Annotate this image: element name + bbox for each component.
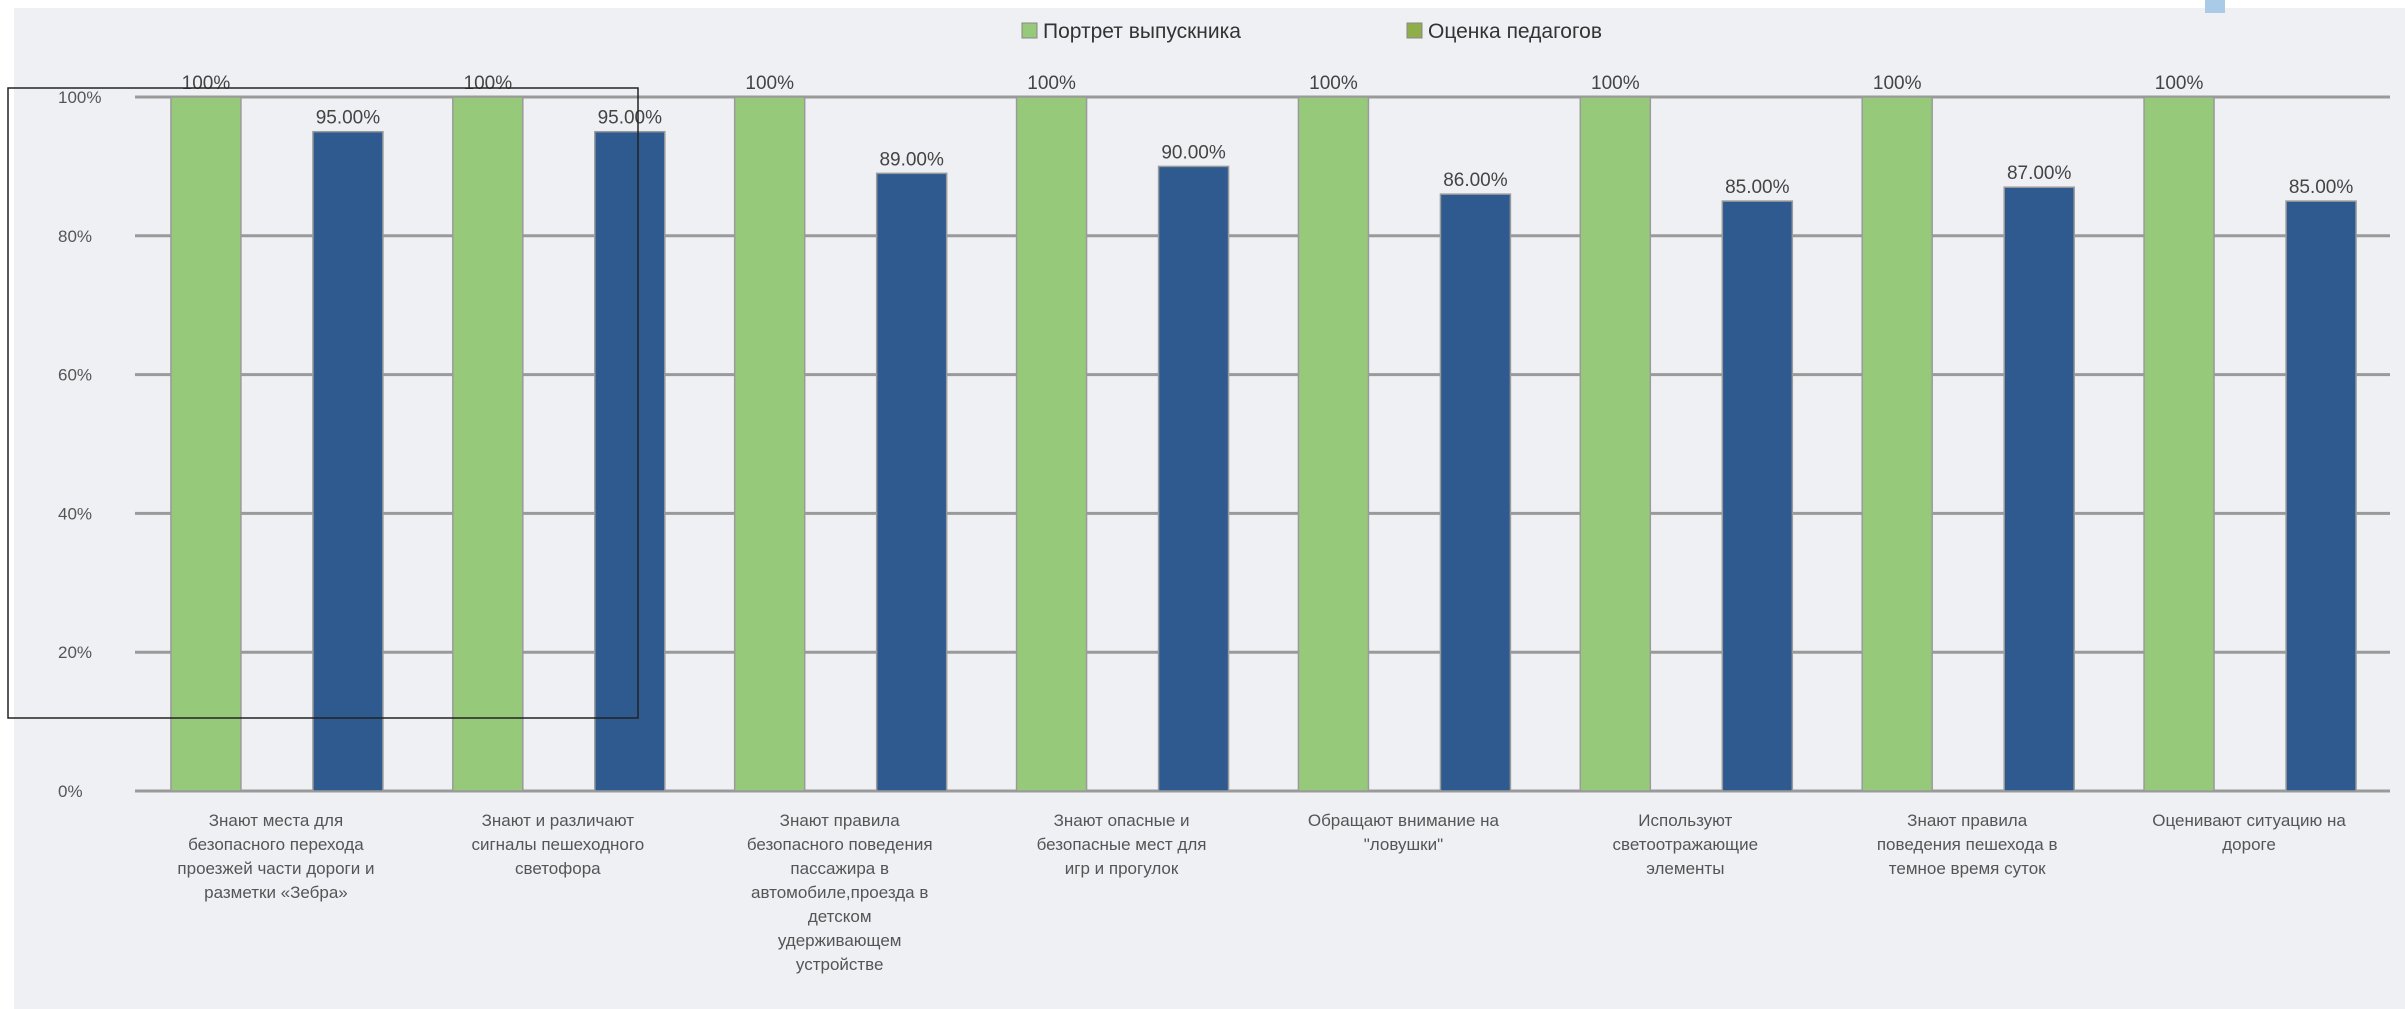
bar-series-2: [1157, 165, 1230, 792]
category-label-line: Обращают внимание на: [1308, 811, 1500, 830]
data-label: 100%: [745, 73, 794, 94]
data-labels: 100% 100% 100% 100% 100% 100% 100% 100% 95.00% 95…: [182, 73, 2354, 198]
category-label-line: светоотражающие: [1613, 835, 1759, 854]
bar-series-1: [170, 96, 242, 792]
category-label-line: Знают правила: [780, 811, 901, 830]
category-label: Обращают внимание на "ловушки": [1308, 811, 1500, 854]
bar-series-1: [1861, 96, 1933, 792]
data-label: 86.00%: [1443, 170, 1508, 191]
data-label: 100%: [2155, 73, 2204, 94]
category-label-line: Знают опасные и: [1054, 811, 1190, 830]
category-label-line: элементы: [1646, 859, 1724, 878]
category-label: Знают опасные и безопасные мест для игр и …: [1037, 811, 1207, 878]
category-label-line: проезжей части дороги и: [177, 859, 374, 878]
y-tick-label: 100%: [58, 88, 101, 107]
legend-swatch: [1406, 22, 1423, 39]
bar-series-2: [875, 172, 948, 792]
category-label-line: светофора: [515, 859, 601, 878]
data-label: 87.00%: [2007, 163, 2072, 184]
y-tick-label: 80%: [58, 227, 92, 246]
legend: Портрет выпускника Оценка педагогов: [1021, 20, 1602, 43]
category-label-line: детском: [808, 907, 872, 926]
category-label-line: автомобиле,проезда в: [751, 883, 928, 902]
y-tick-label: 40%: [58, 504, 92, 523]
category-label-line: Знают правила: [1907, 811, 2028, 830]
overlay-selection-box: [7, 87, 639, 719]
category-label: Знают места для безопасного перехода проез…: [177, 811, 374, 902]
category-label: Используют светоотражающие элементы: [1613, 811, 1759, 878]
category-label-line: удерживающем: [778, 931, 902, 950]
category-label: Знают правила поведения пешехода в темное …: [1877, 811, 2058, 878]
x-axis-categories: Знают места для безопасного перехода проез…: [177, 811, 2346, 974]
category-label-line: "ловушки": [1364, 835, 1443, 854]
bar-series-2: [312, 130, 384, 792]
category-label-line: безопасного перехода: [188, 835, 364, 854]
y-axis-ticks: 0% 20% 40% 60% 80% 100%: [58, 88, 101, 801]
y-tick-label: 20%: [58, 643, 92, 662]
y-tick-label: 60%: [58, 366, 92, 385]
data-label: 100%: [1027, 73, 1076, 94]
data-label: 95.00%: [316, 108, 381, 129]
bar-series-1: [1579, 96, 1652, 792]
category-label-line: Используют: [1638, 811, 1732, 830]
category-label-line: сигналы пешеходного: [471, 835, 644, 854]
bar-series-1: [1297, 96, 1370, 792]
category-label: Знают и различают сигналы пешеходного свет…: [471, 811, 644, 878]
bar-series-2: [594, 130, 666, 792]
category-label-line: поведения пешехода в: [1877, 835, 2058, 854]
category-label-line: безопасного поведения: [747, 835, 933, 854]
category-label-line: темное время суток: [1889, 859, 2046, 878]
category-label-line: устройстве: [796, 955, 884, 974]
category-label-line: дороге: [2222, 835, 2276, 854]
category-label-line: Знают и различают: [482, 811, 635, 830]
category-label-line: пассажира в: [790, 859, 889, 878]
data-label: 90.00%: [1161, 142, 1226, 163]
data-label: 100%: [182, 73, 231, 94]
bars: [170, 96, 2357, 792]
data-label: 100%: [1309, 73, 1358, 94]
bar-series-2: [2285, 200, 2357, 792]
data-label: 100%: [1591, 73, 1640, 94]
category-label: Знают правила безопасного поведения пассаж…: [747, 811, 933, 974]
legend-label: Оценка педагогов: [1428, 20, 1602, 43]
category-label-line: безопасные мест для: [1037, 835, 1207, 854]
bar-series-1: [1015, 96, 1088, 792]
data-label: 85.00%: [1725, 177, 1790, 198]
y-tick-label: 0%: [58, 782, 83, 801]
data-label: 85.00%: [2289, 177, 2354, 198]
bar-series-1: [733, 96, 806, 792]
data-label: 100%: [1873, 73, 1922, 94]
category-label-line: Оценивают ситуацию на: [2152, 811, 2346, 830]
category-label-line: игр и прогулок: [1065, 859, 1179, 878]
category-label-line: разметки «Зебра»: [204, 883, 348, 902]
bar-series-1: [2143, 96, 2215, 792]
corner-marker: [2205, 0, 2225, 13]
bar-series-2: [1439, 193, 1512, 792]
category-label-line: Знают места для: [209, 811, 343, 830]
legend-swatch: [1021, 22, 1038, 39]
category-label: Оценивают ситуацию на дороге: [2152, 811, 2346, 854]
bar-series-2: [1721, 200, 1794, 792]
data-label: 95.00%: [598, 108, 663, 129]
bar-series-2: [2003, 186, 2075, 792]
bar-series-1: [452, 96, 524, 792]
legend-label: Портрет выпускника: [1043, 20, 1241, 43]
data-label: 89.00%: [879, 149, 944, 170]
data-label: 100%: [464, 73, 513, 94]
